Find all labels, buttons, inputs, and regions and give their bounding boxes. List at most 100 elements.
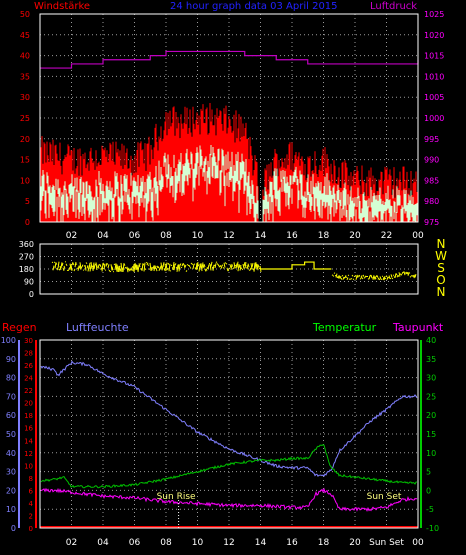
rain-ytick-label: 28 [24,350,33,358]
wind-direction-point [78,265,81,269]
wind-direction-point [99,264,102,268]
wind-direction-point [398,272,401,277]
wind-direction-point [107,264,110,269]
wind-direction-point [254,262,257,269]
pressure-ytick-label: 980 [424,197,439,206]
wind-direction-point [350,278,353,280]
wind-direction-point [405,271,408,275]
wind-xtick-label: 20 [349,231,361,241]
wind-direction-point [202,264,205,269]
wind-direction-point [77,265,80,271]
wind-direction-point [236,261,239,268]
wind-direction-point [175,266,178,269]
wind-direction-point [88,262,91,270]
rain-ytick-label: 26 [24,362,33,370]
wind-direction-point [414,274,417,278]
wind-direction-point [246,264,249,270]
temperature-ytick-label: 30 [426,374,436,383]
wind-direction-point [225,263,228,265]
pressure-ytick-label: 985 [424,176,439,185]
humidity-ytick-label: 60 [6,411,16,420]
pressure-ytick-label: 1005 [424,93,444,102]
wind-direction-point [355,275,358,280]
wind-xtick-label: 08 [160,231,172,241]
wind-direction-point [337,275,340,279]
wind-xtick-label: 10 [192,231,204,241]
wind-direction-point [92,262,95,271]
pressure-line [40,50,419,69]
wind-direction-point [389,277,392,280]
wind-direction-point [114,263,117,271]
wind-direction-point [346,277,349,280]
wind-direction-point [212,264,215,271]
wind-direction-series [51,261,417,281]
wind-direction-point [352,278,355,281]
wind-direction-point [122,263,125,272]
direction-ytick-label: 0 [29,290,34,299]
wind-direction-point [184,264,187,268]
th-xtick-label: 04 [97,538,109,548]
wind-direction-point [198,265,201,272]
pressure-ytick-label: 1010 [424,72,444,81]
wind-direction-point [372,275,375,280]
pressure-axis-title: Luftdruck [370,1,417,12]
wind-direction-point [176,264,179,272]
wind-direction-point [335,273,338,278]
wind-direction-point [59,265,62,270]
rain-ytick-label: 14 [24,437,33,445]
wind-direction-point [131,265,134,268]
wind-direction-point [58,268,61,271]
wind-xtick-label: 22 [381,231,392,241]
wind-direction-point [57,261,60,269]
rain-ytick-label: 4 [29,500,34,508]
pressure-ytick-label: 1025 [424,10,444,19]
wind-direction-point [168,263,171,272]
wind-direction-point [130,267,133,271]
wind-direction-point [218,265,221,268]
wind-direction-point [242,263,245,269]
wind-direction-point [233,262,236,269]
wind-direction-point [243,262,246,267]
wind-direction-point [217,264,220,267]
wind-direction-point [172,261,175,270]
direction-ytick-label: 180 [19,265,34,274]
wind-ytick-label: 25 [20,114,30,123]
wind-direction-point [155,267,158,272]
wind-xtick-label: 18 [318,231,330,241]
wind-xtick-label: 16 [286,231,298,241]
wind-avg-series [40,145,418,222]
wind-direction-point [188,265,191,268]
wind-direction-point [351,274,354,277]
th-xtick-label: 14 [255,538,267,548]
wind-direction-point [386,276,389,280]
pressure-ytick-label: 995 [424,135,439,144]
wind-direction-point [200,263,203,272]
wind-direction-point [86,265,89,269]
temperature-ytick-label: -5 [426,505,434,514]
wind-direction-point [231,264,234,267]
wind-direction-point [152,265,155,270]
wind-direction-point [339,275,342,279]
chart-title: 24 hour graph data 03 April 2015 [170,1,338,12]
wind-direction-point [101,263,104,272]
humidity-ytick-label: 30 [6,468,16,477]
wind-direction-point [60,262,63,269]
humidity-ytick-label: 70 [6,392,16,401]
wind-direction-point [181,263,184,267]
wind-direction-point [377,277,380,280]
humidity-axis-title: Luftfeuchte [66,321,129,334]
wind-direction-point [215,261,218,263]
wind-direction-point [221,264,224,267]
wind-direction-point [65,263,68,267]
temperature-ytick-label: 35 [426,355,436,364]
wind-direction-point [214,263,217,269]
wind-direction-point [187,264,190,267]
wind-direction-point [134,262,137,271]
sun-set-label: Sun Set [367,492,402,502]
temperature-humidity-panel: Sun Rise Sun Set0102030405060708090100024… [1,336,439,548]
temperature-ytick-label: 40 [426,336,436,345]
wind-direction-point [391,277,394,280]
wind-direction-point [55,262,58,265]
